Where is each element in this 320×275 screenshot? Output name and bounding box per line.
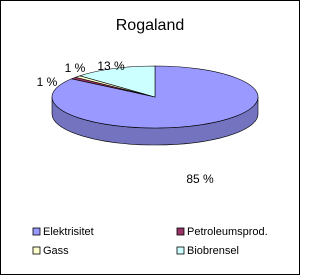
legend-swatch [176, 246, 185, 255]
data-label: 85 % [186, 172, 214, 186]
legend-swatch [176, 227, 185, 236]
legend-label: Gass [43, 245, 69, 257]
legend-label: Petroleumsprod. [187, 226, 268, 238]
legend-swatch [32, 246, 41, 255]
data-label: 1 % [65, 61, 86, 75]
legend: Elektrisitet Petroleumsprod. Gass Biobrense… [32, 226, 268, 257]
chart: Rogaland 85 % 1 % 1 % 13 % Elektrisitet Petr… [0, 0, 300, 275]
legend-label: Elektrisitet [43, 226, 94, 238]
legend-swatch [32, 227, 41, 236]
data-label: 13 % [97, 59, 125, 73]
data-label: 1 % [37, 75, 58, 89]
pie: 85 % 1 % 1 % 13 % [37, 59, 259, 186]
legend-label: Biobrensel [187, 245, 239, 257]
slice [78, 65, 156, 98]
chart-title: Rogaland [116, 17, 185, 34]
